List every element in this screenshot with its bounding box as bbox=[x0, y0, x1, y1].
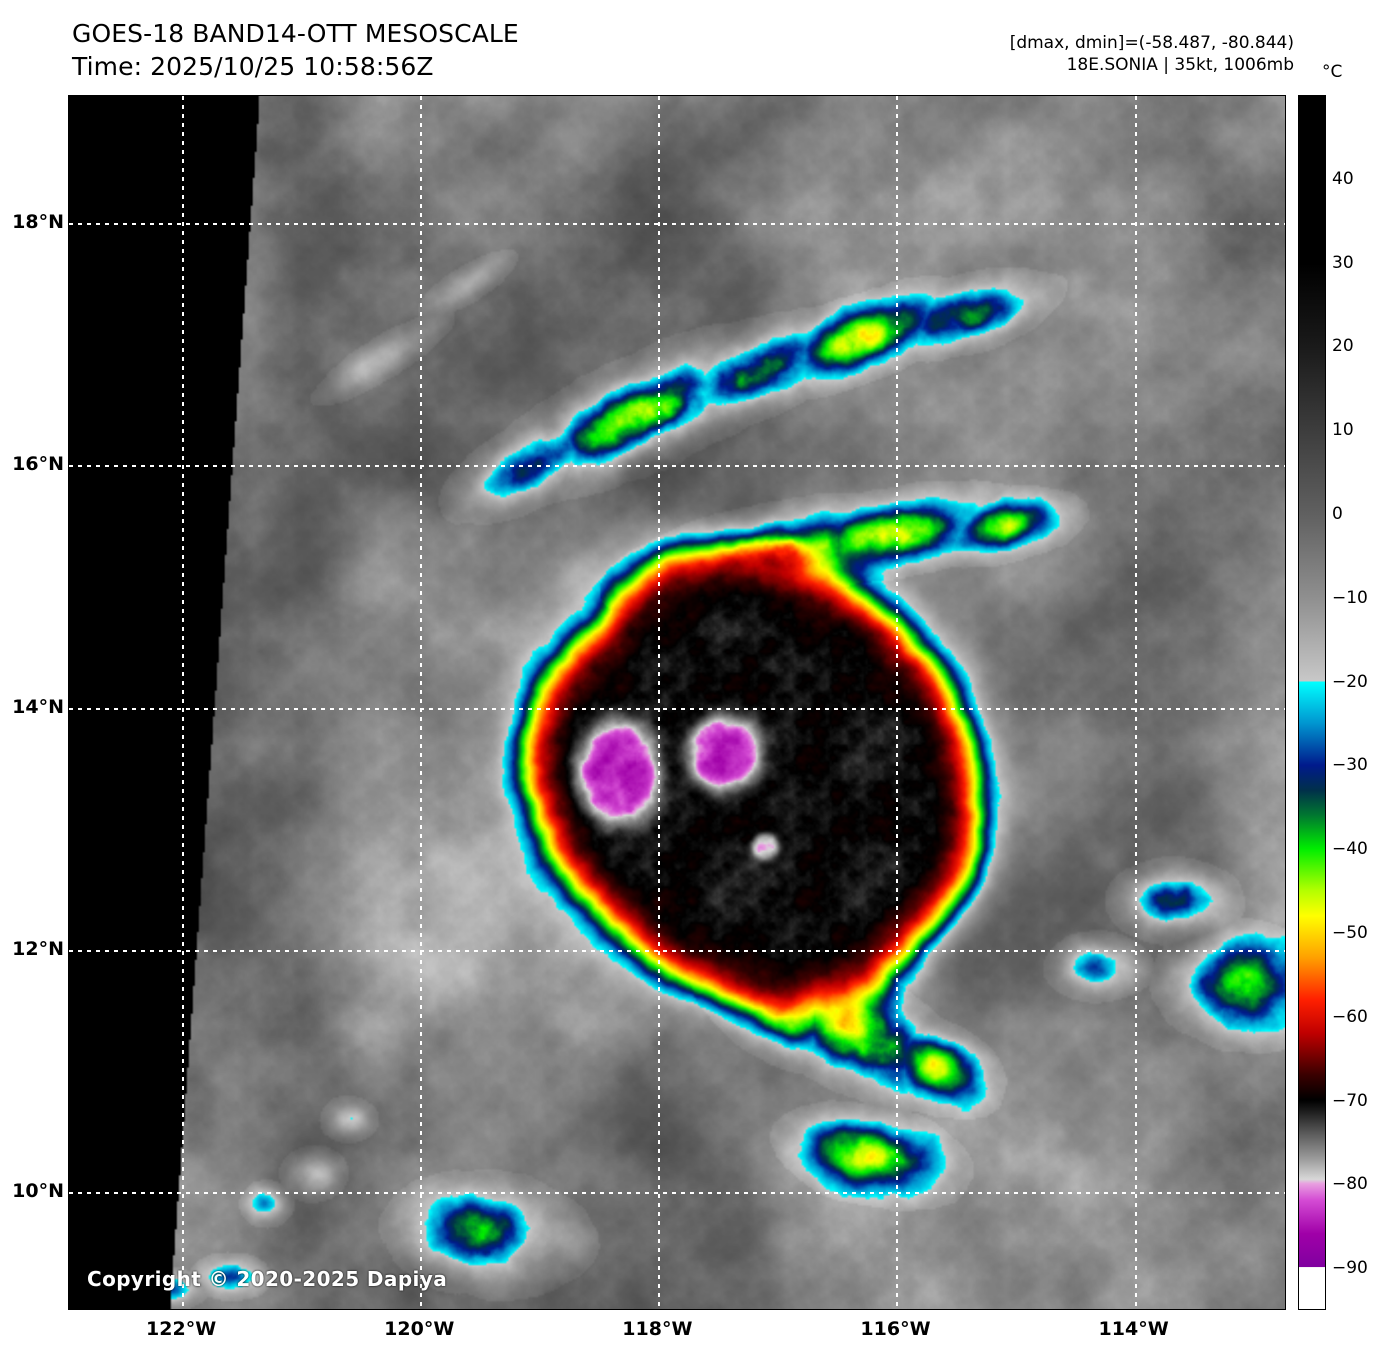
satellite-imagery-canvas bbox=[69, 96, 1285, 1309]
lon-tick-label: 122°W bbox=[146, 1318, 217, 1340]
header-metadata-block: [dmax, dmin]=(-58.487, -80.844) 18E.SONI… bbox=[1010, 32, 1294, 77]
colorbar-tick-label: 0 bbox=[1332, 503, 1343, 524]
lat-tick-label: 14°N bbox=[12, 695, 64, 718]
colorbar-tick-label: 40 bbox=[1332, 168, 1354, 189]
colorbar-tick-label: −50 bbox=[1332, 922, 1368, 943]
temperature-colorbar[interactable] bbox=[1298, 95, 1326, 1310]
storm-info-text: 18E.SONIA | 35kt, 1006mb bbox=[1066, 55, 1294, 76]
colorbar-tick-label: −30 bbox=[1332, 755, 1368, 776]
colorbar-tick-label: −40 bbox=[1332, 839, 1368, 860]
lat-tick-label: 18°N bbox=[12, 211, 64, 234]
colorbar-tick-label: −80 bbox=[1332, 1174, 1368, 1195]
lat-tick-label: 10°N bbox=[12, 1180, 64, 1203]
dmax-dmin-text: [dmax, dmin]=(-58.487, -80.844) bbox=[1009, 33, 1294, 53]
colorbar-tick-label: −70 bbox=[1332, 1090, 1368, 1111]
colorbar-tick-label: −60 bbox=[1332, 1006, 1368, 1027]
header-title-block: GOES-18 BAND14-OTT MESOSCALE Time: 2025/… bbox=[72, 18, 519, 83]
lon-tick-label: 120°W bbox=[384, 1318, 455, 1340]
page-title: GOES-18 BAND14-OTT MESOSCALE bbox=[72, 19, 519, 48]
copyright-text: Copyright © 2020-2025 Dapiya bbox=[87, 1267, 448, 1291]
colorbar-tick-label: 10 bbox=[1332, 420, 1354, 441]
timestamp-line: Time: 2025/10/25 10:58:56Z bbox=[72, 51, 434, 81]
colorbar-tick-label: −10 bbox=[1332, 587, 1368, 608]
lon-tick-label: 118°W bbox=[622, 1318, 693, 1340]
lat-tick-label: 16°N bbox=[12, 453, 64, 476]
lon-tick-label: 116°W bbox=[860, 1318, 931, 1340]
satellite-image-plot[interactable]: Copyright © 2020-2025 Dapiya bbox=[68, 95, 1286, 1310]
colorbar-tick-label: 20 bbox=[1332, 336, 1354, 357]
lon-tick-label: 114°W bbox=[1098, 1318, 1169, 1340]
colorbar-tick-label: −20 bbox=[1332, 671, 1368, 692]
colorbar-tick-label: −90 bbox=[1332, 1258, 1368, 1279]
colorbar-tick-label: 30 bbox=[1332, 252, 1354, 273]
colorbar-unit-label: °C bbox=[1322, 62, 1343, 82]
lat-tick-label: 12°N bbox=[12, 938, 64, 960]
colorbar-gradient bbox=[1299, 96, 1325, 1309]
